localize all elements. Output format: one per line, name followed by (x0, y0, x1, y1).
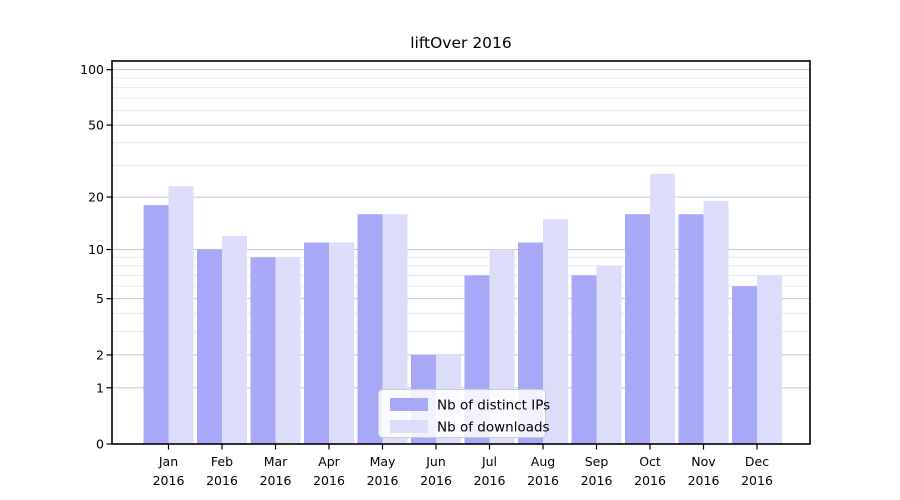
y-tick-label-2: 2 (96, 347, 104, 362)
bar-mar-nb-of-distinct-ips (250, 257, 276, 444)
x-tick-label-nov: Nov (691, 454, 716, 469)
x-tick-label-jan-year: 2016 (153, 473, 185, 488)
x-tick-label-jul-year: 2016 (474, 473, 506, 488)
x-tick-label-oct-year: 2016 (634, 473, 666, 488)
y-tick-label-100: 100 (80, 62, 104, 77)
legend-swatch-nb-of-distinct-ips (390, 398, 428, 411)
x-tick-label-jun: Jun (425, 454, 446, 469)
x-tick-label-nov-year: 2016 (688, 473, 720, 488)
legend-label-nb-of-distinct-ips: Nb of distinct IPs (437, 398, 550, 414)
bar-sep-nb-of-distinct-ips (571, 275, 597, 444)
x-tick-label-feb-year: 2016 (206, 473, 238, 488)
bar-dec-nb-of-downloads (757, 275, 782, 444)
x-tick-label-apr-year: 2016 (313, 473, 345, 488)
bar-feb-nb-of-distinct-ips (197, 249, 222, 444)
bar-aug-nb-of-downloads (543, 219, 568, 444)
x-tick-label-dec: Dec (745, 454, 769, 469)
x-tick-label-oct: Oct (639, 454, 661, 469)
chart-title: liftOver 2016 (410, 34, 512, 52)
bar-nov-nb-of-downloads (703, 201, 729, 444)
y-tick-label-10: 10 (88, 242, 104, 257)
x-tick-label-sep-year: 2016 (581, 473, 613, 488)
bar-oct-nb-of-distinct-ips (625, 214, 650, 444)
x-tick-label-mar-year: 2016 (260, 473, 292, 488)
bar-oct-nb-of-downloads (650, 173, 675, 444)
y-tick-label-5: 5 (96, 291, 104, 306)
x-tick-label-jun-year: 2016 (420, 473, 452, 488)
x-tick-label-jan: Jan (158, 454, 178, 469)
x-tick-label-aug-year: 2016 (527, 473, 559, 488)
bar-jan-nb-of-downloads (168, 186, 194, 445)
bar-mar-nb-of-downloads (275, 257, 301, 444)
x-tick-label-feb: Feb (211, 454, 233, 469)
x-tick-label-aug: Aug (531, 454, 555, 469)
bar-jan-nb-of-distinct-ips (143, 205, 169, 444)
legend: Nb of distinct IPs Nb of downloads (378, 389, 550, 438)
y-tick-label-1: 1 (96, 380, 104, 395)
y-tick-label-20: 20 (88, 190, 104, 205)
bar-feb-nb-of-downloads (222, 235, 247, 444)
x-tick-label-jul: Jul (481, 454, 497, 469)
bar-dec-nb-of-distinct-ips (732, 286, 757, 444)
x-tick-label-may: May (370, 454, 396, 469)
y-tick-label-0: 0 (96, 437, 104, 452)
bar-sep-nb-of-downloads (596, 265, 622, 444)
x-tick-label-sep: Sep (585, 454, 609, 469)
axes: 0 1 2 5 10 20 50 100 Jan 2016 Feb 2016 Mar 2016 Apr 201… (80, 60, 811, 488)
x-tick-label-may-year: 2016 (367, 473, 399, 488)
legend-label-nb-of-downloads: Nb of downloads (437, 420, 550, 436)
plot-frame (111, 60, 811, 445)
x-tick-label-mar: Mar (264, 454, 288, 469)
y-tick-label-50: 50 (88, 118, 104, 133)
bar-apr-nb-of-distinct-ips (304, 242, 329, 444)
bar-apr-nb-of-downloads (329, 242, 354, 444)
x-tick-label-dec-year: 2016 (741, 473, 773, 488)
x-tick-label-apr: Apr (318, 454, 340, 469)
bar-nov-nb-of-distinct-ips (678, 214, 704, 444)
legend-swatch-nb-of-downloads (390, 420, 428, 433)
